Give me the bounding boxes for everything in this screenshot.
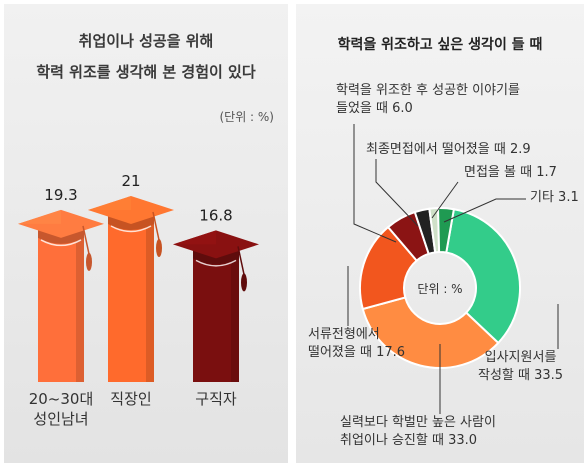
- bar-category-label: 직장인: [86, 389, 176, 409]
- bar-shade: [231, 244, 239, 382]
- donut-center-label: 단위 : %: [417, 282, 462, 296]
- donut-chart-plot: 단위 : %: [347, 124, 559, 414]
- cap-line: [110, 225, 152, 233]
- slice-label-line: 서류전형에서: [308, 327, 380, 342]
- bar-chart-plot: 19.3 21 16.8: [18, 172, 259, 382]
- bar-chart-title-line1: 취업이나 성공을 위해: [78, 32, 214, 50]
- category-label-line: 20~30대: [28, 390, 94, 408]
- slice-label: 기타 3.1: [530, 189, 579, 207]
- leader-line: [431, 181, 459, 219]
- bar-value-label: 21: [121, 172, 140, 190]
- tassel-cord: [237, 246, 245, 275]
- cap-highlight: [173, 230, 216, 245]
- slice-label-line: 떨어졌을 때 17.6: [308, 345, 406, 360]
- bar-chart-unit: (단위 : %): [219, 110, 274, 124]
- category-label-line: 직장인: [110, 390, 152, 408]
- category-label-line: 구직자: [195, 390, 237, 408]
- slice-label-line: 입사지원서를: [484, 350, 557, 365]
- tassel: [241, 273, 247, 292]
- cap-highlight: [88, 196, 131, 210]
- tassel: [86, 252, 92, 271]
- cap-highlight: [18, 209, 61, 224]
- tassel-cord: [82, 225, 90, 255]
- leader-line: [375, 159, 419, 227]
- bar-value-label: 16.8: [199, 206, 232, 224]
- donut-slice: [445, 208, 521, 345]
- donut-slice: [361, 296, 500, 369]
- slice-label-line: 학력을 위조한 후 성공한 이야기를: [336, 83, 520, 98]
- slice-label-line: 최종면접에서 떨어졌을 때 2.9: [366, 142, 531, 157]
- slice-label-line: 작성할 때 33.5: [478, 368, 564, 383]
- slice-label: 최종면접에서 떨어졌을 때 2.9: [366, 141, 531, 159]
- bar-value-label: 19.3: [44, 186, 77, 204]
- category-label-line: 성인남녀: [33, 410, 89, 428]
- bar-shade: [146, 210, 154, 382]
- slice-label-line: 기타 3.1: [530, 190, 579, 205]
- slice-label-line: 취업이나 승진할 때 33.0: [340, 433, 478, 448]
- leader-line: [353, 124, 397, 243]
- cap-line: [40, 239, 82, 247]
- slice-label-line: 들었을 때 6.0: [336, 101, 413, 116]
- bar-chart-title-line2: 학력 위조를 생각해 본 경험이 있다: [36, 63, 256, 81]
- donut-chart-title: 학력을 위조하고 싶은 생각이 들 때: [337, 37, 543, 53]
- bar-category-label: 구직자: [171, 389, 261, 409]
- leader-line: [443, 198, 526, 223]
- tassel: [156, 239, 162, 257]
- slice-label-line: 실력보다 학벌만 높은 사람이: [340, 415, 496, 430]
- tassel-cord: [152, 211, 160, 241]
- cap-line: [195, 259, 237, 267]
- slice-label: 면접을 볼 때 1.7: [464, 164, 557, 182]
- bar-chart-panel: 취업이나 성공을 위해 학력 위조를 생각해 본 경험이 있다 (단위 : %)…: [4, 4, 288, 463]
- slice-label-line: 면접을 볼 때 1.7: [464, 165, 557, 180]
- bar-shade: [76, 223, 84, 382]
